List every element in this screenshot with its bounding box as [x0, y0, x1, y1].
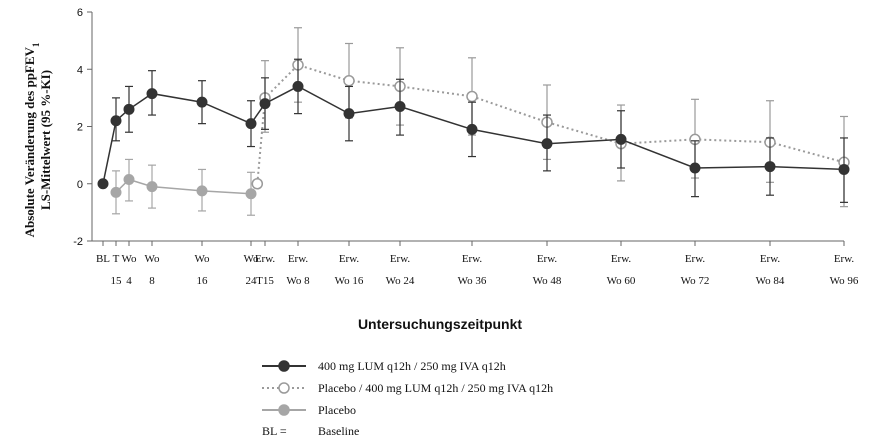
data-point: [110, 186, 122, 198]
x-tick-label-sub: Wo 36: [458, 275, 487, 287]
x-tick-label: Wo: [121, 253, 137, 265]
x-tick-label: Erw.: [685, 253, 706, 265]
x-tick-label-sub: Wo 60: [607, 275, 636, 287]
data-point: [245, 188, 257, 200]
legend-label: 400 mg LUM q12h / 250 mg IVA q12h: [318, 359, 506, 373]
x-tick-label-sub: 15: [111, 275, 123, 287]
x-tick-label-sub: Wo 96: [830, 275, 859, 287]
data-point: [259, 98, 271, 110]
x-tick-label: Erw.: [288, 253, 309, 265]
x-tick-label-sub: Wo 48: [533, 275, 562, 287]
y-tick-label: 0: [77, 179, 83, 191]
y-tick-label: 4: [77, 64, 83, 76]
x-tick-label-sub: T15: [256, 275, 274, 287]
x-tick-label: Wo: [243, 253, 259, 265]
x-tick-label-sub: 24: [246, 275, 258, 287]
data-point: [764, 161, 776, 173]
x-tick-label-sub: Wo 84: [756, 275, 785, 287]
y-axis: -2 0 2 4 6: [73, 7, 93, 248]
data-point: [292, 80, 304, 92]
y-tick-label: 2: [77, 122, 83, 134]
data-point: [394, 100, 406, 112]
x-axis-label: Untersuchungszeitpunkt: [358, 316, 522, 332]
y-axis-label-line1: Absolute Veränderung des ppFEV1: [22, 42, 41, 237]
legend-item-3: BL = Baseline: [262, 424, 359, 438]
data-point: [97, 178, 109, 190]
data-point: [541, 138, 553, 150]
legend-item-0: 400 mg LUM q12h / 250 mg IVA q12h: [262, 359, 506, 373]
x-tick-label: Erw.: [611, 253, 632, 265]
x-tick-label: Erw.: [390, 253, 411, 265]
x-tick-label-sub: 16: [197, 275, 209, 287]
y-tick-label: 6: [77, 7, 83, 19]
legend-key: BL =: [262, 424, 287, 438]
x-tick-label: BL: [96, 253, 110, 265]
series-line: [115, 178, 252, 195]
data-point: [251, 178, 264, 190]
data-point: [123, 103, 135, 115]
series-0: [97, 58, 850, 203]
legend-label: Placebo: [318, 403, 356, 417]
x-tick-label: T: [113, 253, 120, 265]
legend-swatch-marker: [278, 382, 290, 394]
data-point: [245, 118, 257, 130]
data-point: [343, 108, 355, 120]
x-tick-label-sub: 8: [149, 275, 155, 287]
y-tick-label: -2: [73, 236, 83, 248]
x-tick-label: Wo: [144, 253, 160, 265]
data-point: [146, 181, 158, 193]
legend-label: Placebo / 400 mg LUM q12h / 250 mg IVA q…: [318, 381, 553, 395]
data-point: [196, 185, 208, 197]
x-tick-label-sub: Wo 8: [286, 275, 310, 287]
data-point: [343, 74, 355, 87]
data-point: [838, 163, 850, 175]
data-point: [689, 162, 701, 174]
x-tick-label: Erw.: [462, 253, 483, 265]
legend-item-1: Placebo / 400 mg LUM q12h / 250 mg IVA q…: [262, 381, 553, 395]
legend: 400 mg LUM q12h / 250 mg IVA q12h Placebo…: [262, 359, 553, 438]
plot-area: [97, 27, 850, 216]
x-tick-label-sub: Wo 72: [681, 275, 710, 287]
x-tick-label: Wo: [194, 253, 210, 265]
x-tick-label-sub: 4: [126, 275, 132, 287]
x-tick-label-sub: Wo 16: [335, 275, 364, 287]
series-1: [251, 27, 850, 208]
x-tick-label: Erw.: [255, 253, 276, 265]
y-axis-label-line2: LS-Mittelwert (95 %-KI): [38, 70, 53, 210]
legend-swatch-marker: [278, 404, 290, 416]
data-point: [110, 115, 122, 127]
series-2: [110, 158, 257, 216]
series-line: [102, 85, 845, 184]
x-tick-label-sub: Wo 24: [386, 275, 415, 287]
data-point: [123, 173, 135, 185]
x-tick-label: Erw.: [339, 253, 360, 265]
legend-item-2: Placebo: [262, 403, 356, 417]
x-tick-label: Erw.: [537, 253, 558, 265]
y-axis-title: Absolute Veränderung des ppFEV1 LS-Mitte…: [22, 42, 53, 237]
x-tick-label: Erw.: [760, 253, 781, 265]
data-point: [146, 88, 158, 100]
data-point: [615, 133, 627, 145]
data-point: [196, 96, 208, 108]
data-point: [466, 90, 478, 103]
legend-swatch-marker: [278, 360, 290, 372]
data-point: [466, 123, 478, 135]
x-tick-label: Erw.: [834, 253, 855, 265]
legend-label: Baseline: [318, 424, 359, 438]
